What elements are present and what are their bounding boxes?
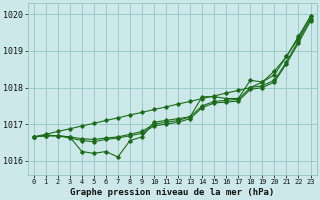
- X-axis label: Graphe pression niveau de la mer (hPa): Graphe pression niveau de la mer (hPa): [70, 188, 274, 197]
